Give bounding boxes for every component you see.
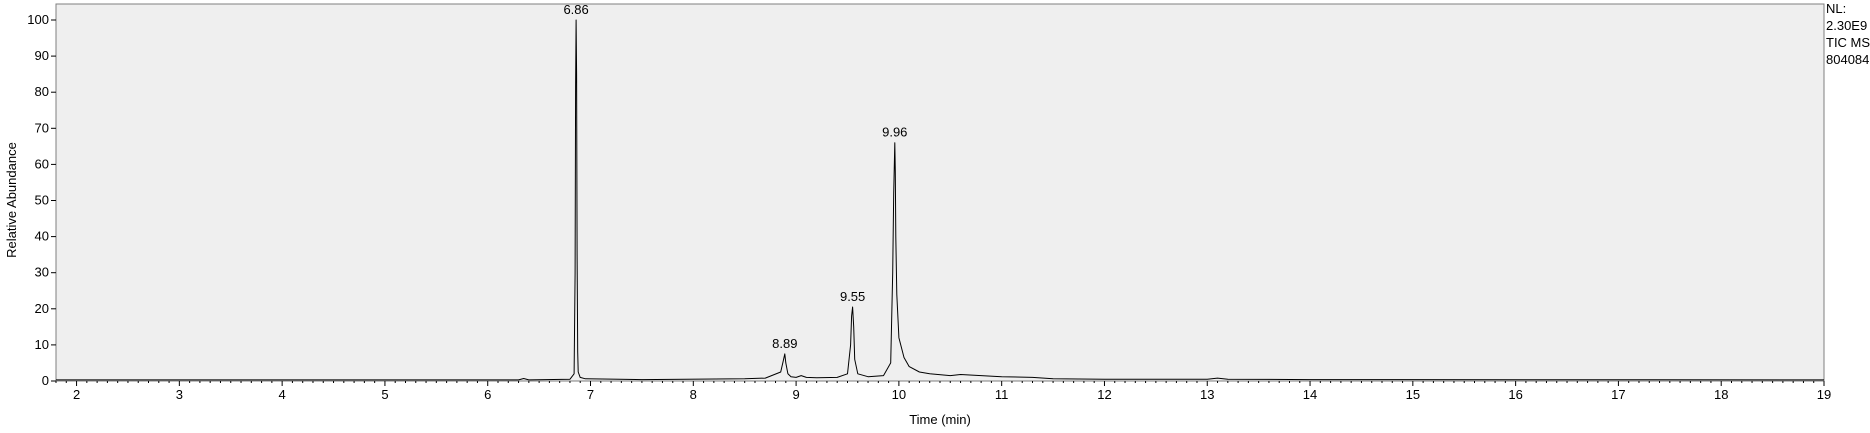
x-tick-label: 14	[1303, 387, 1317, 402]
y-tick-label: 10	[35, 337, 49, 352]
x-tick-label: 13	[1200, 387, 1214, 402]
y-axis-ticks: 0 10 20 30 40 50 60 70 80 90 100	[27, 12, 56, 388]
y-tick-label: 60	[35, 156, 49, 171]
y-tick-label: 30	[35, 265, 49, 280]
x-tick-label: 5	[381, 387, 388, 402]
peak-label: 9.55	[840, 289, 865, 304]
y-tick-label: 90	[35, 48, 49, 63]
x-tick-label: 12	[1097, 387, 1111, 402]
y-axis-title: Relative Abundance	[4, 142, 19, 258]
x-tick-label: 19	[1817, 387, 1831, 402]
y-tick-label: 80	[35, 84, 49, 99]
peak-label: 8.89	[772, 336, 797, 351]
tic-trace-line	[56, 19, 1825, 381]
x-tick-label: 7	[587, 387, 594, 402]
peak-label: 6.86	[563, 2, 588, 17]
y-tick-label: 20	[35, 301, 49, 316]
x-tick-label: 4	[279, 387, 286, 402]
side-info-line: 2.30E9	[1826, 18, 1867, 33]
x-minor-ticks	[55, 381, 1815, 383]
peak-labels: 6.86 8.89 9.55 9.96	[563, 2, 907, 351]
peak-label: 9.96	[882, 125, 907, 140]
side-info-line: NL:	[1826, 1, 1846, 16]
y-tick-label: 0	[42, 373, 49, 388]
x-tick-label: 15	[1406, 387, 1420, 402]
x-axis-title: Time (min)	[909, 412, 971, 427]
plot-area	[55, 3, 1825, 382]
x-tick-label: 10	[892, 387, 906, 402]
x-tick-label: 6	[484, 387, 491, 402]
y-tick-label: 40	[35, 229, 49, 244]
side-info-line: TIC MS	[1826, 35, 1870, 50]
x-tick-label: 2	[73, 387, 80, 402]
y-tick-label: 50	[35, 193, 49, 208]
x-tick-label: 9	[792, 387, 799, 402]
y-tick-label: 100	[27, 12, 49, 27]
x-tick-label: 17	[1611, 387, 1625, 402]
x-tick-label: 18	[1714, 387, 1728, 402]
x-tick-label: 11	[995, 387, 1009, 402]
x-tick-label: 3	[176, 387, 183, 402]
side-info-line: 804084	[1826, 52, 1869, 67]
x-tick-label: 8	[690, 387, 697, 402]
side-info-block: NL: 2.30E9 TIC MS 804084	[1826, 1, 1870, 67]
x-tick-label: 16	[1508, 387, 1522, 402]
x-axis-ticks: 2 3 4 5 6 7 8 9 10 11 12 13 14 15 16 17 18 19	[73, 381, 1831, 402]
y-tick-label: 70	[35, 120, 49, 135]
